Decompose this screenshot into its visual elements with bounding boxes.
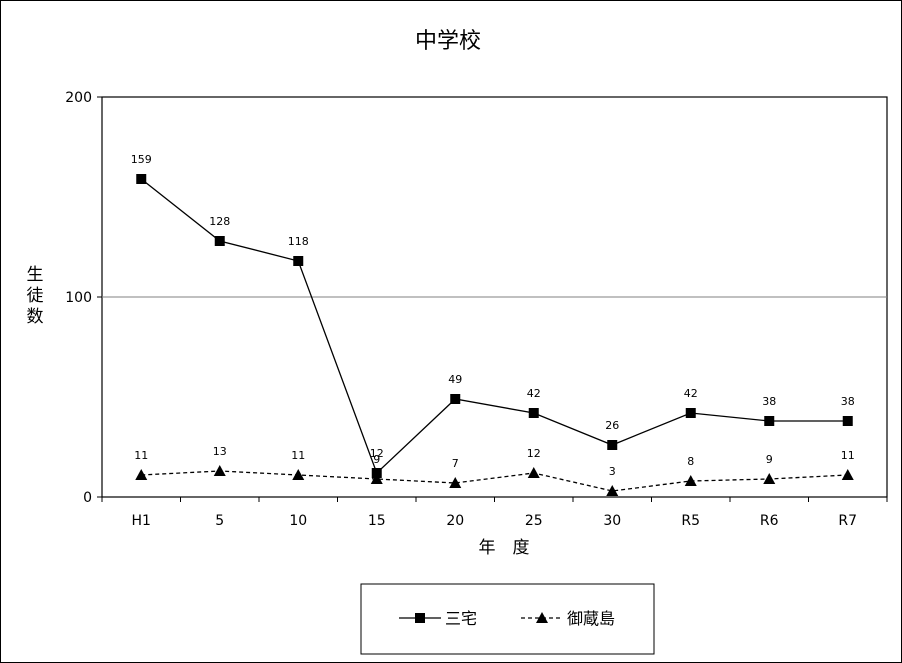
x-tick-label: 20 [446, 513, 464, 529]
chart-title: 中学校 [415, 29, 481, 54]
x-tick-label: R6 [760, 513, 779, 529]
data-label: 9 [373, 453, 380, 466]
series-1-point [450, 394, 461, 404]
data-label: 8 [687, 455, 694, 468]
y-axis-label-char: 生 [27, 265, 44, 285]
legend-label-2: 御蔵島 [567, 609, 615, 628]
x-tick-label: 15 [368, 513, 386, 529]
data-label: 128 [209, 215, 230, 228]
series-2-point [527, 467, 540, 478]
y-axis-label-char: 数 [27, 307, 44, 327]
y-tick-label: 0 [83, 490, 92, 506]
series-1-point [528, 408, 539, 418]
data-label: 49 [448, 373, 462, 386]
series-1-point [685, 408, 696, 418]
data-label: 159 [131, 153, 152, 166]
y-axis-label: 生徒数 [27, 265, 44, 327]
series-line-2 [141, 470, 848, 492]
x-tick-label: 10 [289, 513, 307, 529]
data-label: 11 [841, 449, 855, 462]
y-tick-label: 100 [65, 290, 92, 306]
series-1-point [764, 416, 775, 426]
x-tick-label: H1 [132, 513, 151, 529]
series-1-point [293, 256, 304, 266]
series-2-point [292, 469, 305, 480]
data-label: 42 [684, 387, 698, 400]
y-axis-label-char: 徒 [27, 286, 44, 306]
legend-label-1: 三宅 [445, 609, 477, 628]
data-label: 13 [213, 445, 227, 458]
data-label: 118 [288, 235, 309, 248]
series-2-point [370, 473, 383, 484]
series-2-point [135, 469, 148, 480]
x-tick-label: 25 [525, 513, 543, 529]
data-label: 12 [370, 447, 384, 460]
data-label: 11 [291, 449, 305, 462]
data-label: 12 [527, 447, 541, 460]
series-1-point [842, 416, 853, 426]
legend-marker-1 [415, 613, 425, 623]
x-tick-label: 5 [215, 513, 224, 529]
data-label: 9 [766, 453, 773, 466]
legend: 三宅 御蔵島 [399, 609, 615, 628]
data-label: 38 [841, 395, 855, 408]
series-1-point [136, 174, 147, 184]
x-tick-label: 30 [603, 513, 621, 529]
legend-box [360, 583, 655, 655]
data-label: 3 [609, 465, 616, 478]
data-label: 26 [605, 419, 619, 432]
data-label: 11 [134, 449, 148, 462]
x-tick-label: R7 [838, 513, 857, 529]
data-label: 38 [762, 395, 776, 408]
x-axis-label: 年 度 [479, 538, 530, 558]
series-2-point [841, 469, 854, 480]
series-2-point [213, 465, 226, 476]
data-label: 7 [452, 457, 459, 470]
series-line-1 [140, 178, 848, 475]
series-2-point [684, 475, 697, 486]
series-1-point [214, 236, 225, 246]
legend-marker-2 [536, 612, 548, 623]
series-2-point [606, 485, 619, 496]
x-tick-label: R5 [681, 513, 700, 529]
data-label: 42 [527, 387, 541, 400]
series-1-point [607, 440, 618, 450]
series-2-point [449, 477, 462, 488]
series-2-point [763, 473, 776, 484]
y-tick-label: 200 [65, 90, 92, 106]
